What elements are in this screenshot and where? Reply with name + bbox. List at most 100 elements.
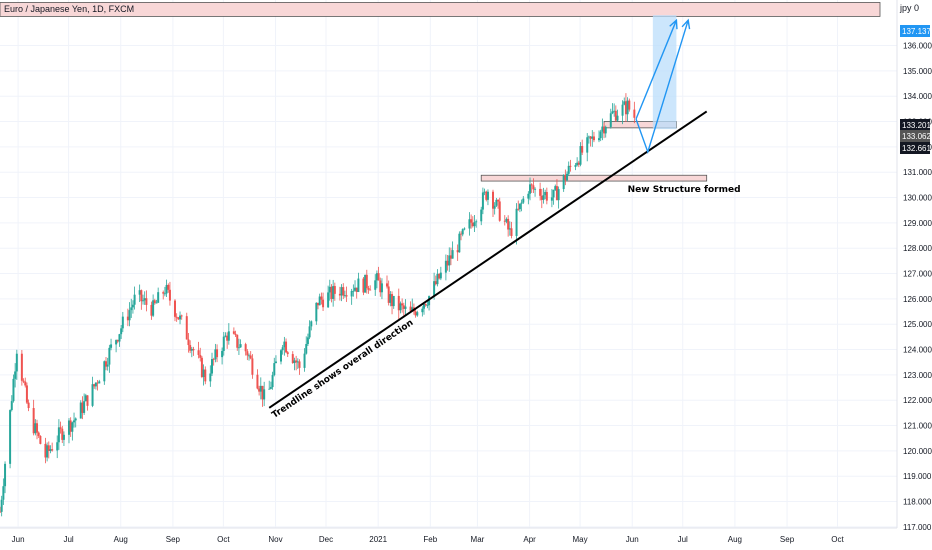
candle-body (234, 333, 237, 335)
candle-body (550, 197, 553, 201)
x-tick-label: Feb (423, 535, 437, 544)
candle-body (380, 283, 383, 293)
candle-body (261, 385, 264, 400)
candle-body (375, 273, 378, 281)
candle-body (175, 316, 178, 318)
candle-body (377, 273, 380, 281)
y-tick-label: 129.000 (903, 219, 932, 228)
x-tick-label: May (573, 535, 588, 544)
candle-body (138, 290, 141, 295)
grid (0, 0, 897, 528)
candle-body (540, 195, 543, 200)
candle-body (362, 278, 365, 293)
candle-body (586, 137, 589, 153)
candle-body (296, 361, 299, 363)
candle-body (542, 195, 545, 200)
candle-body (416, 312, 419, 316)
candle-body (507, 218, 510, 230)
candle-body (518, 203, 521, 210)
candle-body (180, 315, 183, 317)
candle-body (333, 286, 336, 294)
candle-body (259, 385, 262, 392)
candle-body (86, 395, 89, 406)
candle-body (258, 388, 261, 392)
candle-body (222, 336, 225, 351)
candle-body (34, 423, 37, 434)
candle-body (566, 173, 569, 181)
candle-body (244, 344, 247, 352)
candle-body (510, 228, 513, 236)
candle-body (273, 363, 276, 376)
candle-body (232, 331, 235, 334)
candle-body (281, 347, 284, 351)
candle-body (527, 193, 530, 199)
candle-body (293, 360, 296, 363)
candle-body (352, 290, 355, 292)
y-tick-label: 128.000 (903, 244, 932, 253)
candle-body (520, 202, 523, 204)
candle-body (385, 283, 388, 287)
candle-body (391, 294, 394, 307)
candle-body (591, 136, 594, 139)
candle-body (486, 191, 489, 200)
candle-body (424, 304, 427, 306)
candle-body (530, 184, 533, 186)
y-tick-label: 136.000 (903, 42, 932, 51)
candle-body (598, 138, 601, 141)
candle-body (498, 201, 501, 221)
candle-body (279, 350, 282, 362)
candle-body (480, 209, 483, 222)
y-tick-label: 123.000 (903, 371, 932, 380)
candle-body (626, 100, 629, 115)
time-axis[interactable]: Jun Jul Aug Sep Oct Nov Dec 2021 Feb Mar Apr May Jun… (12, 535, 845, 544)
candle-body (532, 185, 535, 190)
x-tick-label: Dec (319, 535, 333, 544)
candle-body (285, 341, 288, 353)
candle-body (601, 126, 604, 132)
x-tick-label: Oct (831, 535, 844, 544)
candle-body (81, 402, 84, 413)
candle-body (46, 445, 49, 458)
candle-body (190, 348, 193, 351)
candles (0, 93, 636, 517)
price-axis[interactable]: 117.000 118.000 119.000 120.000 121.000 122.0… (903, 42, 932, 532)
candle-body (327, 292, 330, 308)
candle-body (106, 364, 109, 367)
candle-body (96, 382, 99, 384)
candle-body (237, 347, 240, 349)
currency-label: jpy 0 (900, 3, 920, 13)
candle-body (2, 486, 5, 500)
candle-body (4, 463, 7, 487)
candle-body (633, 109, 636, 118)
candle-body (322, 299, 325, 308)
x-tick-label: Jul (678, 535, 688, 544)
candle-body (14, 371, 17, 379)
candle-body (155, 302, 158, 304)
candle-body (539, 188, 542, 196)
candle-body (249, 355, 252, 359)
candle-body (624, 101, 627, 115)
candle-body (364, 274, 367, 293)
candle-body (236, 334, 239, 348)
candle-body (145, 298, 148, 305)
candle-body (401, 303, 404, 306)
candle-body (39, 435, 42, 444)
candle-body (165, 284, 168, 294)
price-tag-label: 132.661 (902, 144, 931, 153)
candle-body (503, 220, 506, 222)
candle-body (226, 335, 229, 341)
price-tag-label: 137.137 (902, 27, 931, 36)
x-tick-label: Sep (166, 535, 181, 544)
price-tag-label: 133.062 (902, 132, 931, 141)
candle-body (274, 361, 277, 364)
candle-body (604, 126, 607, 134)
candle-body (10, 401, 13, 411)
candle-body (214, 349, 217, 360)
candle-body (439, 272, 442, 279)
zones (0, 2, 881, 182)
candle-body (79, 402, 82, 419)
candle-body (345, 295, 348, 297)
candle-body (163, 293, 166, 295)
candle-body (592, 136, 595, 141)
